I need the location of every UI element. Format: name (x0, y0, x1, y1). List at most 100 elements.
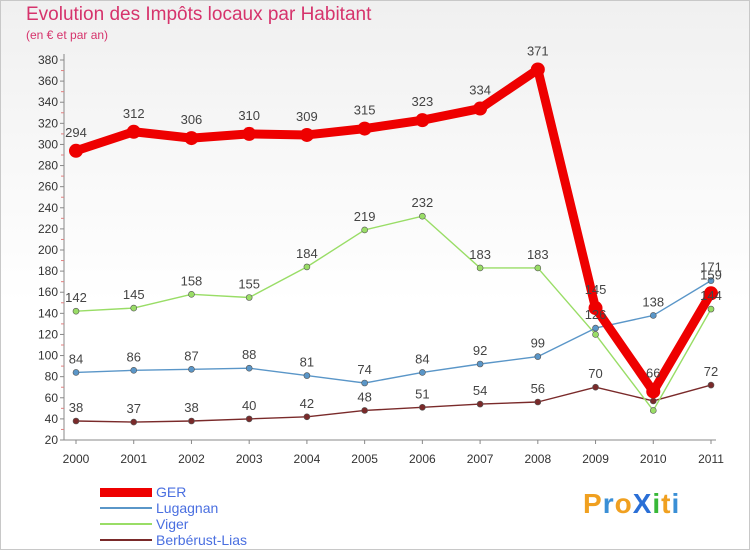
data-label: 310 (238, 108, 260, 123)
data-point (184, 131, 199, 146)
data-label: 126 (585, 307, 607, 322)
data-point (704, 286, 718, 301)
data-label: 84 (415, 351, 429, 366)
data-point (473, 101, 488, 116)
x-tick-label: 2007 (467, 452, 494, 466)
series-line-viger (75, 215, 712, 412)
data-label: 99 (531, 336, 545, 351)
data-label: 70 (588, 366, 602, 381)
data-label: 219 (354, 209, 376, 224)
y-tick-label: 280 (38, 159, 58, 173)
data-point (592, 331, 599, 338)
data-point (188, 291, 195, 298)
data-point (245, 364, 253, 372)
data-point (357, 121, 372, 136)
data-label: 309 (296, 109, 318, 124)
data-label: 171 (700, 260, 722, 275)
data-point (130, 304, 138, 312)
data-point (534, 353, 542, 360)
data-label: 183 (469, 247, 491, 262)
legend-label-ger: GER (156, 484, 187, 500)
data-point (303, 413, 311, 421)
logo-letter: P (583, 488, 603, 519)
x-tick-label: 2002 (178, 452, 205, 466)
data-label: 159 (700, 267, 722, 282)
logo-letter: i (652, 488, 662, 519)
data-label: 334 (469, 83, 491, 98)
x-tick-label: 2005 (351, 452, 378, 466)
data-point (534, 398, 542, 406)
data-point (242, 126, 257, 141)
data-point (419, 369, 426, 376)
series-line-berbérust-lias (75, 384, 712, 423)
data-label: 371 (527, 44, 549, 59)
data-label: 138 (642, 294, 664, 309)
logo-letter: t (661, 488, 672, 519)
data-point (72, 417, 80, 425)
y-tick-label: 160 (38, 285, 58, 299)
y-tick-label: 40 (45, 412, 59, 426)
data-label: 232 (412, 195, 434, 210)
legend-swatch-berberust-lias (100, 539, 152, 541)
data-label: 315 (354, 103, 376, 118)
data-point (188, 365, 195, 373)
data-label: 54 (473, 383, 487, 398)
x-tick-label: 2008 (524, 452, 551, 466)
data-point (361, 379, 368, 387)
data-point (303, 372, 311, 379)
data-point (419, 403, 426, 411)
x-tick-label: 2006 (409, 452, 436, 466)
data-point (69, 143, 83, 158)
y-tick-label: 360 (38, 74, 58, 88)
data-label: 38 (69, 400, 83, 415)
data-point (126, 124, 141, 139)
legend-label-berberust-lias: Berbérust-Lias (156, 532, 248, 548)
data-point (592, 324, 599, 332)
y-tick-label: 300 (38, 137, 58, 151)
data-label: 42 (300, 396, 314, 411)
y-tick-label: 340 (38, 95, 58, 109)
chart-subtitle: (en € et par an) (26, 28, 109, 42)
y-tick-label: 80 (45, 370, 59, 384)
data-point (476, 264, 484, 272)
data-label: 48 (357, 389, 371, 404)
y-tick-label: 380 (38, 53, 58, 67)
x-tick-label: 2003 (236, 452, 263, 466)
data-label: 184 (296, 246, 318, 261)
x-tick-label: 2009 (582, 452, 609, 466)
data-point (419, 212, 426, 220)
chart-title: Evolution des Impôts locaux par Habitant (26, 4, 372, 25)
y-tick-label: 320 (38, 116, 58, 130)
data-point (72, 307, 80, 315)
legend-swatch-ger (100, 487, 152, 497)
data-label: 40 (242, 398, 256, 413)
logo-letter: r (602, 488, 615, 519)
legend-label-viger: Viger (156, 516, 189, 532)
legend-label-lugagnan: Lugagnan (156, 500, 219, 516)
data-label: 92 (473, 343, 487, 358)
data-label: 183 (527, 247, 549, 262)
data-point (130, 418, 138, 426)
data-point (534, 264, 542, 272)
data-label: 145 (123, 287, 145, 302)
data-point (415, 113, 430, 128)
y-tick-label: 20 (45, 433, 59, 447)
legend-swatch-lugagnan (100, 507, 152, 509)
data-point (72, 369, 80, 376)
data-label: 37 (126, 401, 140, 416)
data-point (245, 415, 253, 423)
data-point (649, 312, 657, 319)
data-point (361, 407, 368, 414)
data-point (476, 400, 484, 408)
data-label: 312 (123, 106, 145, 121)
data-label: 38 (184, 400, 198, 415)
y-tick-label: 200 (38, 243, 58, 257)
data-label: 158 (181, 273, 203, 288)
data-point (649, 407, 657, 414)
data-label: 144 (700, 288, 722, 303)
data-label: 66 (646, 365, 660, 380)
y-tick-label: 180 (38, 264, 58, 278)
x-tick-label: 2004 (294, 452, 321, 466)
